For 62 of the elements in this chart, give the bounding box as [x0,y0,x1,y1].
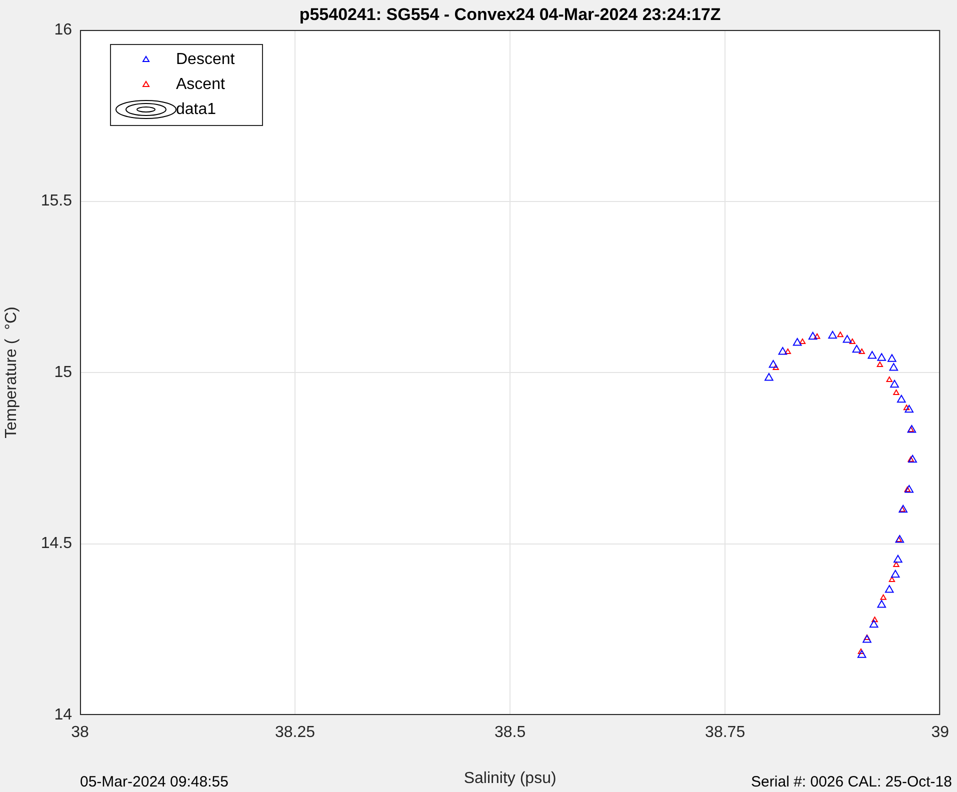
point [772,364,779,370]
point [904,486,911,492]
point [904,404,914,413]
point [888,576,896,582]
point [792,338,802,346]
legend-label: Ascent [176,76,226,93]
y-tick-label: 15 [54,364,72,381]
y-tick-label: 15.5 [40,192,72,210]
point [864,634,870,640]
point [876,361,883,367]
x-tick-label: 38.5 [494,724,526,742]
point [893,390,900,396]
point [888,354,896,362]
point [890,570,900,578]
point [880,594,886,600]
x-tick-label: 38.75 [705,724,746,742]
point [903,404,910,410]
legend-label: Descent [176,50,236,68]
point [764,372,774,381]
x-axis-title: Salinity (psu) [464,770,556,787]
x-tick-label: 38.25 [275,724,316,742]
point [877,600,886,608]
point [908,426,914,432]
point [893,561,900,567]
point [842,334,852,343]
point [872,616,878,622]
point [858,648,864,654]
point [857,650,866,658]
point [897,394,906,403]
point [894,554,902,563]
point [889,363,898,371]
point [808,332,818,340]
point [828,330,837,339]
point [908,454,917,463]
point [877,353,886,361]
point [904,484,914,493]
chart-title: p5540241: SG554 - Convex24 04-Mar-2024 23:24:17Z [299,5,721,24]
x-tick-label: 38 [71,724,89,742]
point [784,348,791,354]
point [886,376,892,382]
point [849,338,856,344]
point [858,348,865,354]
text: 05-Mar-2024 09:48:55 [80,774,228,791]
y-tick-label: 14 [54,706,72,724]
point [837,332,844,338]
point [778,346,788,355]
point [799,338,806,344]
x-tick-label: 39 [931,724,950,742]
y-tick-label: 16 [54,21,72,38]
point [814,333,820,339]
point [852,344,862,353]
point [890,380,899,388]
y-tick-label: 14.5 [40,535,72,552]
y-axis-title: Temperature ( °C) [3,306,20,438]
point [869,620,878,628]
point [868,351,877,359]
point [768,360,778,368]
point [896,536,902,542]
point [862,634,872,643]
legend-label: data1 [176,100,216,118]
point [884,584,894,593]
text: Serial #: 0026 CAL: 25-Oct-18 [751,774,952,791]
